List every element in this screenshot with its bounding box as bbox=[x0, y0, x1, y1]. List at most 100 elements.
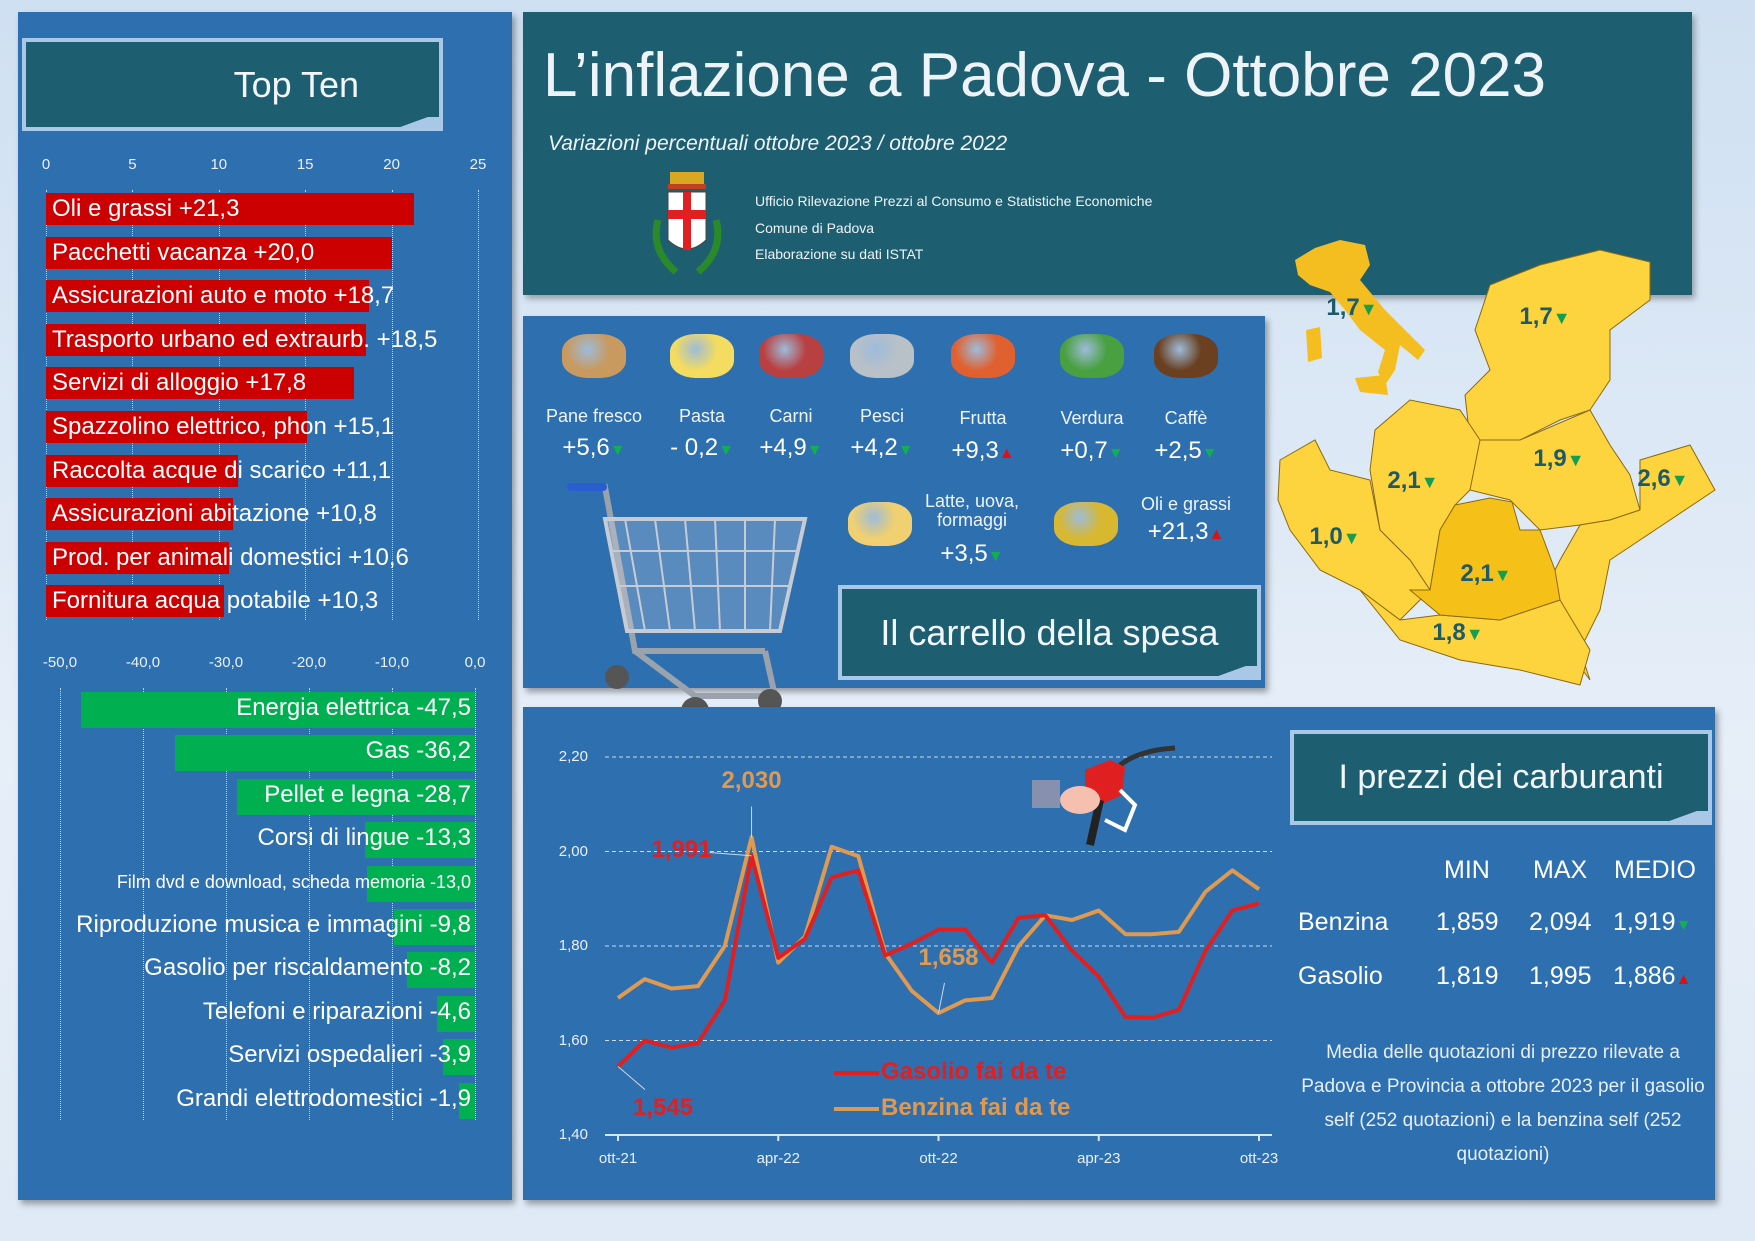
food-label: Pasta bbox=[678, 406, 726, 426]
map-label-italia: 1,7▼ bbox=[1326, 294, 1377, 322]
top-ten-banner: Top Ten bbox=[22, 38, 443, 131]
bar-label: Assicurazioni abitazione +10,8 bbox=[52, 500, 377, 528]
trend-down-icon: ▼ bbox=[609, 442, 626, 459]
bar-label: Prod. per animali domestici +10,6 bbox=[52, 543, 409, 571]
fuel-col-min: MIN bbox=[1444, 856, 1490, 884]
food-value-number: +4,9 bbox=[759, 434, 807, 461]
data-label: 1,991 bbox=[651, 835, 712, 863]
food-value-number: +21,3 bbox=[1147, 518, 1209, 545]
map-label-vicenza: 2,1▼ bbox=[1387, 467, 1438, 495]
trend-down-icon: ▼ bbox=[1493, 565, 1512, 585]
fuel-note: Media delle quotazioni di prezzo rilevat… bbox=[1301, 1042, 1705, 1165]
bar-label: Pacchetti vacanza +20,0 bbox=[52, 238, 315, 266]
bar bbox=[442, 1039, 475, 1076]
gridline bbox=[392, 688, 393, 1120]
bar bbox=[367, 865, 475, 902]
axis-tick-label: -30,0 bbox=[208, 654, 244, 671]
bar bbox=[46, 454, 238, 487]
bar-label: Gas -36,2 bbox=[365, 737, 471, 765]
bar bbox=[436, 995, 475, 1032]
map-value: 1,0 bbox=[1309, 523, 1343, 550]
food-label: Latte, uova, formaggi bbox=[924, 491, 1020, 530]
y-tick-label: 1,60 bbox=[558, 1031, 588, 1049]
bar-label: Pellet e legna -28,7 bbox=[264, 780, 471, 808]
food-value-number: +3,5 bbox=[940, 540, 988, 567]
axis-tick-label: -40,0 bbox=[125, 654, 161, 671]
trend-down-icon: ▼ bbox=[806, 442, 823, 459]
bar bbox=[236, 778, 475, 815]
trend-down-icon: ▼ bbox=[718, 442, 734, 459]
axis-tick-label: -10,0 bbox=[374, 654, 410, 671]
bar-label: Spazzolino elettrico, phon +15,1 bbox=[52, 413, 395, 440]
food-label: Verdura bbox=[1060, 408, 1124, 428]
axis-tick-label: 25 bbox=[469, 156, 487, 173]
food-icon bbox=[670, 334, 734, 378]
fuel-row-benzina-name: Benzina bbox=[1298, 908, 1389, 936]
food-value-number: +4,2 bbox=[850, 434, 898, 461]
credit-office: Ufficio Rilevazione Prezzi al Consumo e … bbox=[755, 193, 1153, 209]
shopping-banner: Il carrello della spesa bbox=[838, 585, 1261, 680]
banner-fold bbox=[383, 117, 443, 131]
credit-comune: Comune di Padova bbox=[755, 220, 875, 236]
fuel-title: I prezzi dei carburanti bbox=[1338, 758, 1664, 796]
gridline bbox=[218, 190, 220, 620]
bar bbox=[46, 367, 354, 400]
bar bbox=[46, 193, 415, 225]
bar bbox=[393, 909, 475, 945]
gridline bbox=[226, 688, 227, 1120]
food-icon bbox=[848, 502, 912, 546]
bar bbox=[46, 280, 370, 313]
fuel-row-gasolio-avg: 1,886▲ bbox=[1613, 962, 1691, 991]
axis-tick-label: 0,0 bbox=[464, 654, 486, 671]
bar-label: Trasporto urbano ed extraurb. +18,5 bbox=[52, 325, 438, 353]
data-label: 1,658 bbox=[918, 944, 979, 972]
fuel-row-benzina-min: 1,859 bbox=[1436, 908, 1499, 936]
bar-label: Gasolio per riscaldamento -8,2 bbox=[144, 954, 471, 982]
y-tick-label: 2,20 bbox=[558, 748, 588, 765]
map-value: 1,7 bbox=[1519, 303, 1553, 330]
food-label: Carni bbox=[769, 406, 813, 426]
annotation-leader bbox=[938, 982, 945, 1014]
fuel-pump-nozzle-icon bbox=[1032, 745, 1176, 846]
legend-label: Gasolio fai da te bbox=[881, 1058, 1067, 1085]
map-value: 2,6 bbox=[1637, 465, 1671, 492]
food-value: +0,7▼ bbox=[1060, 437, 1123, 465]
map-value: 2,1 bbox=[1460, 560, 1494, 587]
food-icon bbox=[562, 334, 626, 378]
x-tick-label: apr-23 bbox=[1077, 1150, 1121, 1167]
bar bbox=[174, 735, 475, 772]
bar-label: Assicurazioni auto e moto +18,7 bbox=[52, 282, 395, 310]
annotation-leader bbox=[617, 1066, 646, 1090]
map-label-rovigo: 1,8▼ bbox=[1432, 619, 1483, 647]
fuel-row-gasolio-name: Gasolio bbox=[1298, 962, 1383, 990]
benzina-avg-value: 1,919 bbox=[1613, 908, 1676, 936]
food-label: Pane fresco bbox=[545, 406, 643, 426]
bar-label: Corsi di lingue -13,3 bbox=[257, 824, 471, 852]
data-label: 2,030 bbox=[721, 767, 782, 795]
trend-down-icon: ▼ bbox=[897, 442, 914, 459]
legend-label: Benzina fai da te bbox=[881, 1094, 1071, 1121]
y-tick-label: 1,80 bbox=[558, 937, 588, 954]
italy-map-icon bbox=[1295, 240, 1425, 395]
map-label-venezia: 2,6▼ bbox=[1637, 465, 1688, 493]
map-value: 1,7 bbox=[1326, 294, 1360, 321]
trend-up-icon: ▲ bbox=[1208, 526, 1225, 543]
padova-coat-of-arms-icon bbox=[652, 172, 722, 275]
bar bbox=[46, 236, 392, 269]
page-title: L’inflazione a Padova - Ottobre 2023 bbox=[543, 41, 1547, 110]
bar bbox=[459, 1082, 475, 1119]
trend-up-icon: ▲ bbox=[1675, 971, 1692, 988]
map-label-verona: 1,0▼ bbox=[1309, 523, 1360, 551]
gridline bbox=[143, 688, 144, 1120]
trend-down-icon: ▼ bbox=[1566, 450, 1585, 470]
map-value: 2,1 bbox=[1387, 467, 1421, 494]
bar bbox=[364, 822, 475, 859]
food-icon bbox=[850, 334, 914, 378]
food-value-number: +5,6 bbox=[562, 434, 610, 461]
bar bbox=[46, 541, 230, 574]
province-venezia bbox=[1539, 444, 1716, 681]
food-value: +9,3▲ bbox=[951, 437, 1014, 465]
gridline bbox=[391, 190, 393, 620]
food-icon bbox=[759, 334, 823, 378]
bar bbox=[46, 323, 366, 356]
